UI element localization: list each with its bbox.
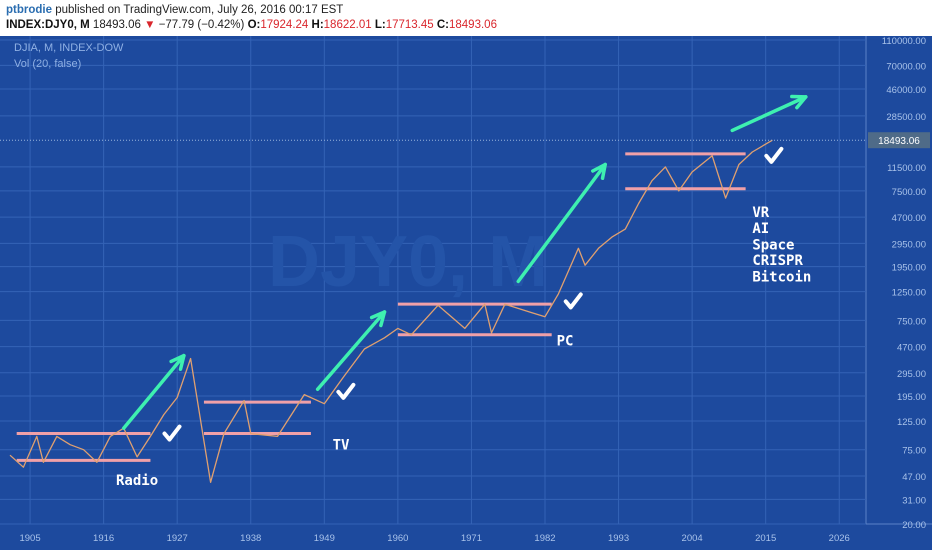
- y-tick-label: 470.00: [897, 343, 926, 354]
- publish-line: ptbrodie published on TradingView.com, J…: [6, 4, 343, 16]
- annotation-label: CRISPR: [752, 253, 803, 269]
- y-tick-label: 1950.00: [892, 263, 926, 274]
- y-tick-label: 28500.00: [886, 112, 926, 123]
- x-tick-label: 1905: [19, 533, 40, 544]
- y-tick-label: 47.00: [902, 472, 926, 483]
- high-label: H:: [311, 19, 324, 31]
- close-value: 18493.06: [449, 19, 497, 31]
- trend-arrow-shaft: [315, 310, 387, 391]
- high-value: 18622.01: [323, 19, 372, 31]
- time-axis[interactable]: [0, 524, 932, 550]
- y-tick-label: 2950.00: [892, 239, 926, 250]
- trend-arrow-shaft: [730, 95, 808, 133]
- annotation-label: VR: [752, 205, 769, 221]
- current-price-badge: [868, 132, 930, 149]
- annotation-label: AI: [752, 221, 769, 237]
- open-value: 17924.24: [260, 19, 309, 31]
- published-text: published on TradingView.com, July 26, 2…: [55, 4, 344, 16]
- trend-arrow: [121, 353, 186, 430]
- y-tick-label: 31.00: [902, 495, 926, 506]
- down-arrow-icon: ▼: [144, 19, 156, 31]
- y-tick-label: 195.00: [897, 392, 926, 403]
- time-scale: 1905 1916 1927 1938 1949 1960 1971 1982 1993 2004…: [19, 533, 849, 544]
- price-series-line: [9, 139, 773, 483]
- series-title: DJIA, M, INDEX-DOW: [14, 42, 124, 54]
- current-price-label: 18493.06: [878, 136, 920, 147]
- quote-line: INDEX:DJY0, M 18493.06 ▼ −77.79 (−0.42%)…: [6, 19, 497, 31]
- author-name[interactable]: ptbrodie: [6, 4, 52, 16]
- price-change: −77.79 (−0.42%): [158, 19, 245, 31]
- x-tick-label: 1982: [534, 533, 555, 544]
- symbol-label: INDEX:DJY0, M: [6, 19, 90, 31]
- price-scale: 110000.00 70000.00 46000.00 28500.00 18493.0…: [868, 36, 930, 531]
- trend-arrow-head: [169, 353, 186, 371]
- y-tick-label: 75.00: [902, 446, 926, 457]
- trend-arrow: [730, 94, 808, 133]
- x-tick-label: 2026: [829, 533, 850, 544]
- y-tick-label: 46000.00: [886, 85, 926, 96]
- price-axis[interactable]: [866, 36, 932, 524]
- x-tick-label: 1916: [93, 533, 114, 544]
- check-icon: [764, 146, 784, 164]
- annotation-label: TV: [333, 438, 350, 454]
- x-tick-label: 1949: [314, 533, 335, 544]
- y-tick-label: 70000.00: [886, 61, 926, 72]
- x-tick-label: 1960: [387, 533, 408, 544]
- trend-arrows: [121, 94, 808, 430]
- y-tick-label: 750.00: [897, 316, 926, 327]
- y-tick-label: 7500.00: [892, 187, 926, 198]
- low-label: L:: [374, 19, 386, 31]
- annotation-label: Space: [752, 237, 794, 253]
- y-tick-label: 110000.00: [882, 36, 926, 47]
- last-price: 18493.06: [92, 19, 141, 31]
- chart-header: ptbrodie published on TradingView.com, J…: [0, 0, 932, 36]
- volume-indicator-title: Vol (20, false): [14, 58, 81, 70]
- plot-area[interactable]: [0, 36, 866, 524]
- open-label: O:: [247, 19, 261, 31]
- price-chart[interactable]: DJY0, M RadioTVPCVRAISpaceCRISPRBitcoin …: [0, 36, 932, 550]
- annotation-label: Radio: [116, 473, 158, 489]
- trend-arrow-head: [591, 162, 607, 181]
- trend-arrow-head: [790, 94, 808, 110]
- x-tick-label: 1927: [167, 533, 188, 544]
- checkmarks: [162, 146, 784, 442]
- grid: [0, 36, 932, 525]
- x-tick-label: 1971: [461, 533, 482, 544]
- trend-arrow-shaft: [516, 162, 607, 284]
- y-tick-label: 11500.00: [887, 163, 926, 174]
- x-tick-label: 1938: [240, 533, 261, 544]
- x-tick-label: 1993: [608, 533, 629, 544]
- check-icon: [563, 292, 583, 310]
- symbol-watermark: DJY0, M: [268, 222, 548, 302]
- annotation-label: PC: [557, 333, 574, 349]
- annotation-label: Bitcoin: [752, 269, 811, 285]
- y-tick-label: 4700.00: [892, 213, 926, 224]
- trend-arrow-shaft: [121, 353, 186, 430]
- x-tick-label: 2015: [755, 533, 776, 544]
- check-icon: [162, 424, 182, 442]
- y-tick-label: 295.00: [897, 369, 926, 380]
- check-icon: [336, 382, 356, 400]
- range-lines: [16, 152, 746, 462]
- low-value: 17713.45: [385, 19, 434, 31]
- x-tick-label: 2004: [682, 533, 703, 544]
- close-label: C:: [436, 19, 449, 31]
- y-tick-label: 1250.00: [892, 288, 926, 299]
- trend-arrow: [315, 310, 387, 391]
- trend-arrow-head: [369, 310, 387, 328]
- y-tick-label: 20.00: [902, 520, 926, 531]
- trend-arrow: [516, 162, 607, 284]
- y-tick-label: 125.00: [897, 417, 926, 428]
